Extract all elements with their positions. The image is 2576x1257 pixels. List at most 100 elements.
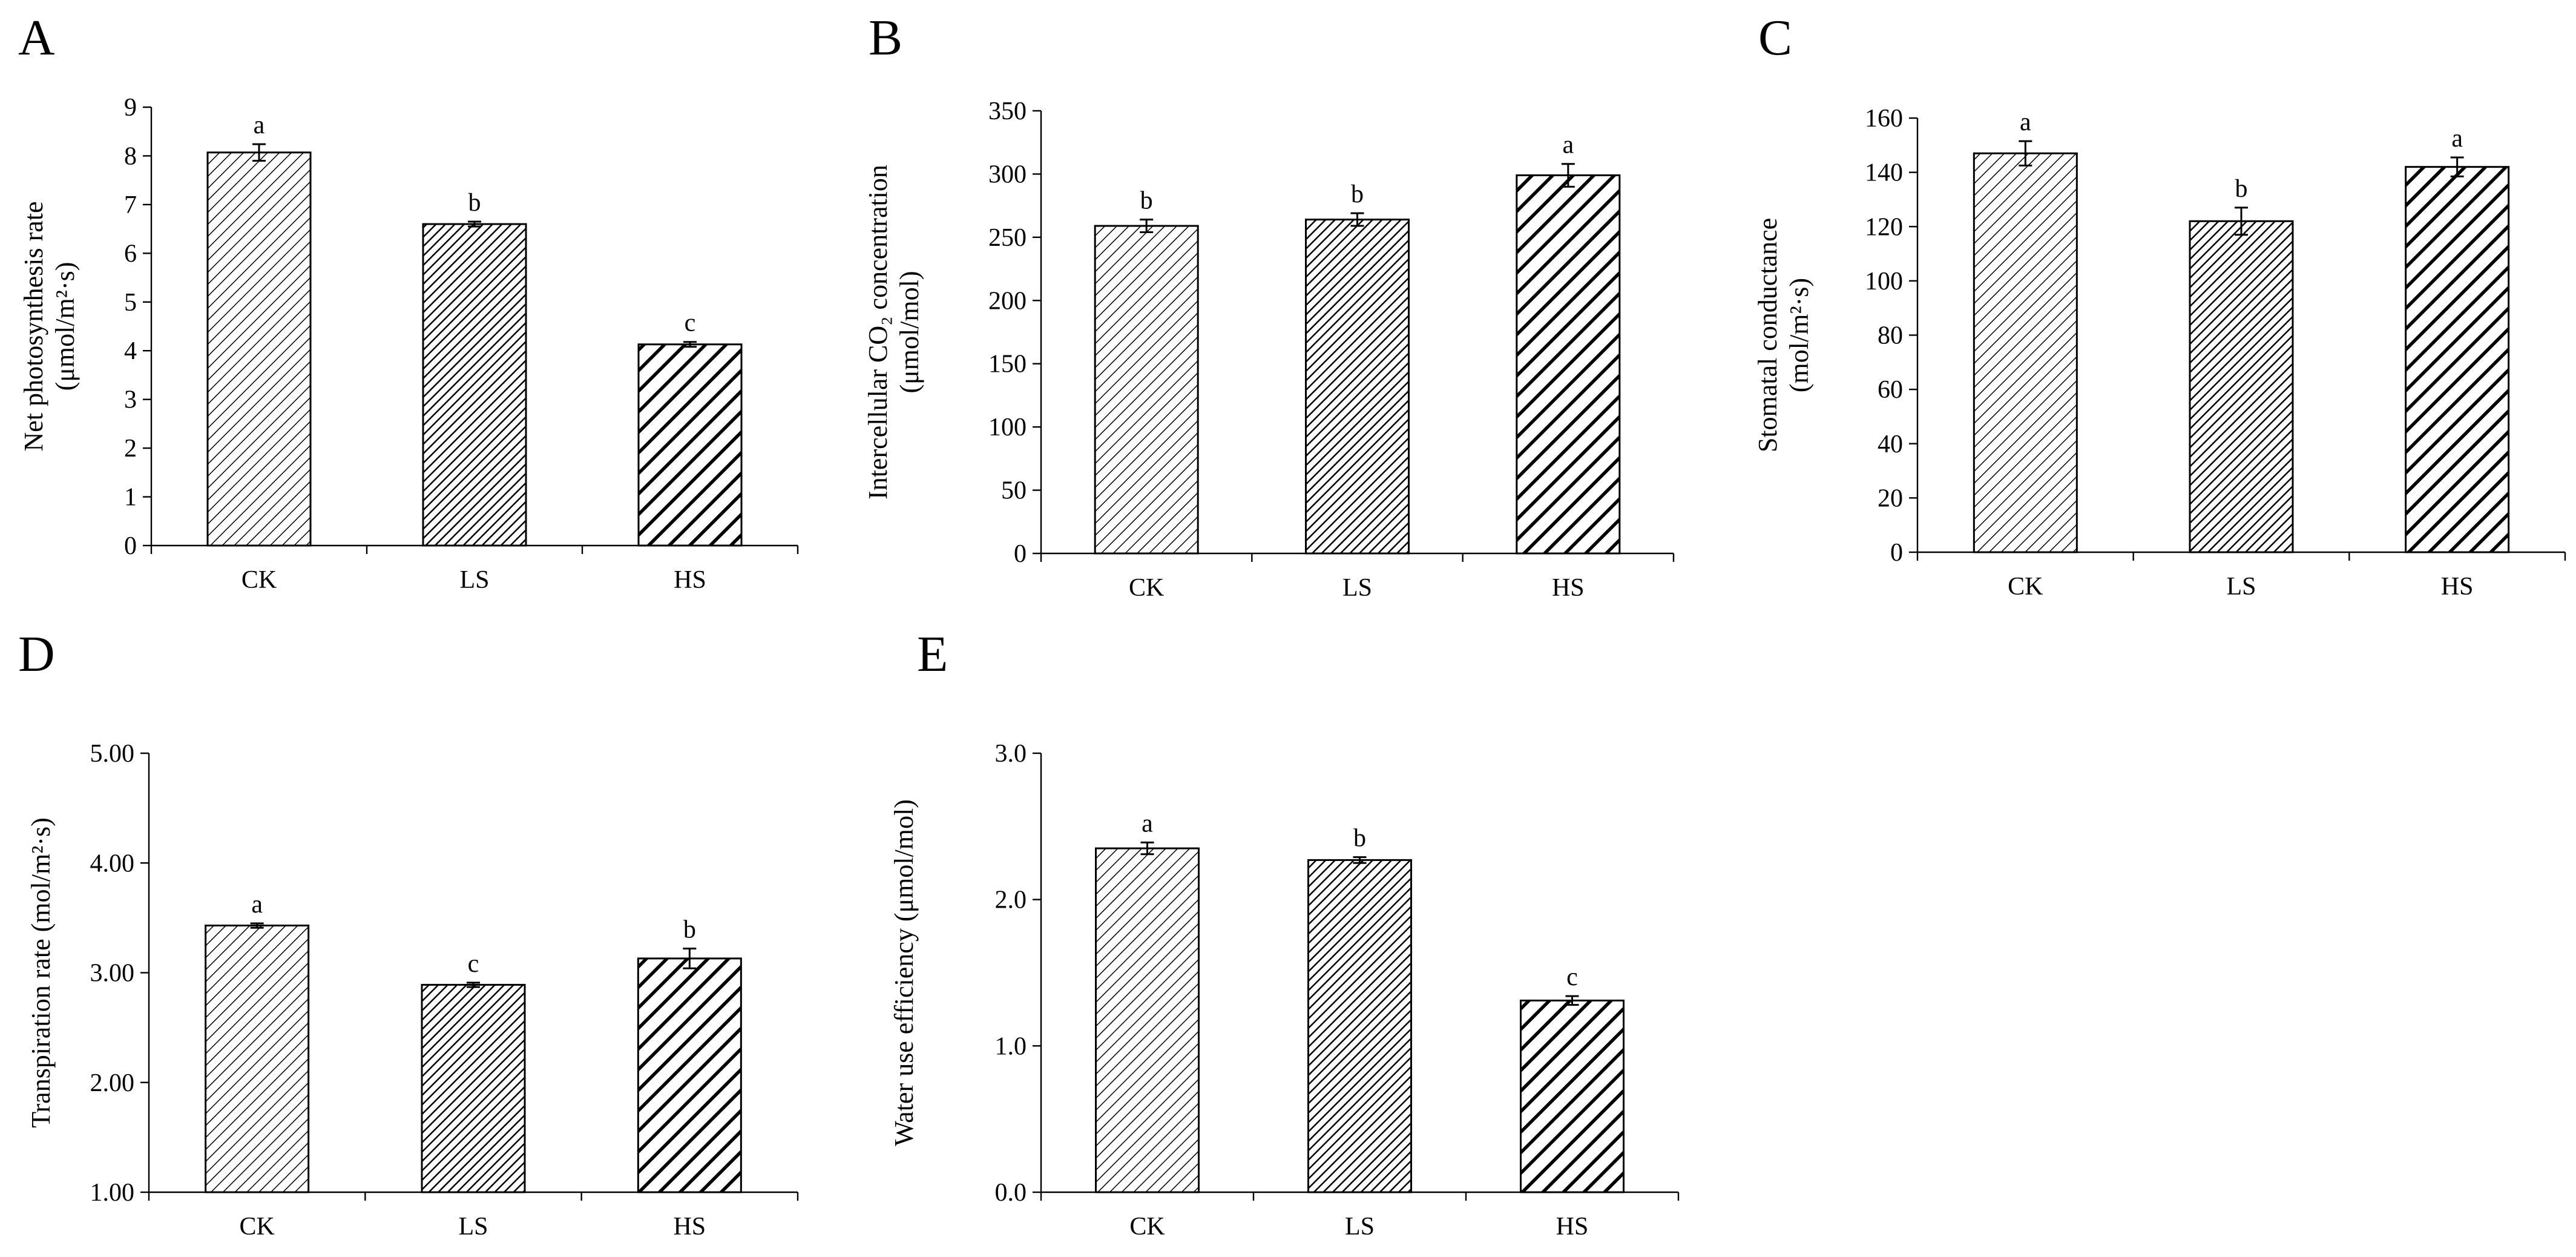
bar-a-ls — [422, 223, 527, 547]
panel-d: D 1.00 2.00 3.00 4.00 5.00 a CK c LS b HS Transpirat… — [18, 626, 799, 1241]
significance-label-b-ls: b — [1351, 180, 1364, 208]
error-bar-c-ls — [2235, 206, 2248, 236]
y-tick-label-e: 1.0 — [995, 1032, 1027, 1060]
error-bar-a-hs — [683, 341, 697, 348]
y-axis-title-c: Stomatal conductance — [1753, 218, 1782, 452]
panel-letter-d: D — [18, 626, 55, 682]
x-tick-label-d-ls: LS — [458, 1213, 488, 1241]
x-tick-label-b-ck: CK — [1129, 574, 1164, 602]
bar-d-hs — [637, 957, 742, 1193]
y-tick-label-c: 40 — [1878, 431, 1903, 458]
error-bar-d-ck — [250, 922, 264, 929]
y-tick-label-e: 3.0 — [995, 740, 1027, 768]
bar-d-ls — [421, 983, 526, 1193]
error-bar-b-ls — [1350, 212, 1364, 227]
significance-label-b-hs: a — [1563, 131, 1574, 159]
y-tick-label-c: 120 — [1865, 213, 1903, 241]
significance-label-e-ls: b — [1353, 825, 1366, 853]
y-tick-label-a: 7 — [124, 191, 137, 219]
panel-letter-e: E — [917, 626, 948, 682]
error-bar-d-hs — [683, 948, 697, 969]
y-tick-label-e: 2.0 — [995, 886, 1027, 914]
significance-label-d-ls: c — [468, 950, 479, 978]
error-bar-e-ls — [1353, 856, 1367, 864]
significance-label-e-hs: c — [1566, 963, 1578, 991]
y-tick-label-a: 6 — [124, 240, 137, 268]
significance-label-e-ck: a — [1142, 810, 1153, 837]
significance-label-d-hs: b — [683, 916, 696, 944]
x-tick-label-d-hs: HS — [673, 1213, 706, 1241]
y-tick-label-b: 350 — [988, 97, 1027, 125]
y-tick-label-a: 2 — [124, 435, 137, 463]
x-tick-label-d-ck: CK — [239, 1213, 274, 1241]
x-tick-label-c-hs: HS — [2441, 573, 2474, 601]
y-axis-title-b: (μmol/mol) — [895, 271, 924, 393]
significance-label-b-ck: b — [1140, 187, 1153, 215]
y-tick-label-a: 8 — [124, 142, 137, 170]
bar-e-hs — [1520, 999, 1625, 1193]
panel-letter-a: A — [18, 10, 55, 66]
y-tick-label-a: 1 — [124, 484, 137, 512]
y-tick-label-c: 20 — [1878, 484, 1903, 512]
y-tick-label-d: 3.00 — [90, 960, 135, 988]
y-axis-title-e: Water use efficiency (μmol/mol) — [889, 799, 919, 1146]
y-tick-label-b: 100 — [988, 414, 1027, 441]
y-tick-label-b: 250 — [988, 224, 1027, 252]
bar-b-hs — [1516, 174, 1621, 555]
bar-e-ck — [1095, 847, 1200, 1193]
y-tick-label-c: 60 — [1878, 376, 1903, 404]
y-tick-label-a: 9 — [124, 94, 137, 122]
y-tick-label-d: 1.00 — [90, 1179, 135, 1207]
y-tick-label-d: 2.00 — [90, 1069, 135, 1097]
x-tick-label-e-ck: CK — [1129, 1213, 1165, 1241]
error-bar-d-ls — [467, 982, 480, 988]
y-tick-label-b: 300 — [988, 160, 1027, 188]
significance-label-c-ls: b — [2235, 175, 2248, 203]
y-axis-title-d: Transpiration rate (mol/m²·s) — [26, 817, 56, 1128]
y-tick-label-c: 0 — [1890, 539, 1903, 567]
bar-b-ck — [1094, 225, 1199, 555]
y-tick-label-c: 100 — [1865, 268, 1903, 295]
bar-d-ck — [205, 925, 310, 1193]
y-tick-label-c: 160 — [1865, 105, 1903, 133]
error-bar-a-ck — [252, 143, 266, 162]
y-axis-title-a: Net photosynthesis rate — [19, 201, 48, 451]
error-bar-c-hs — [2450, 156, 2464, 177]
bar-e-ls — [1307, 859, 1412, 1193]
panel-letter-c: C — [1758, 10, 1792, 66]
significance-label-a-hs: c — [685, 309, 696, 337]
y-tick-label-d: 4.00 — [90, 850, 135, 877]
significance-label-c-hs: a — [2451, 125, 2463, 153]
y-axis-title-b: Intercellular CO₂ concentration — [863, 165, 893, 500]
x-tick-label-b-ls: LS — [1342, 574, 1372, 602]
y-tick-label-a: 5 — [124, 289, 137, 317]
x-tick-label-a-ck: CK — [242, 566, 277, 594]
y-tick-label-b: 150 — [988, 351, 1027, 378]
bar-a-ck — [206, 151, 312, 547]
error-bar-b-ck — [1140, 219, 1154, 234]
y-axis-title-c: (mol/m²·s) — [1784, 278, 1814, 392]
y-tick-label-a: 0 — [124, 532, 137, 560]
significance-label-a-ck: a — [254, 111, 265, 139]
y-axis-title-a: (μmol/m²·s) — [50, 262, 80, 391]
significance-label-a-ls: b — [468, 189, 481, 217]
y-tick-label-c: 140 — [1865, 159, 1903, 187]
significance-label-c-ck: a — [2020, 108, 2031, 136]
significance-label-d-ck: a — [251, 891, 263, 919]
panel-letter-b: B — [869, 10, 902, 66]
error-bar-e-ck — [1140, 841, 1154, 856]
x-tick-label-a-ls: LS — [459, 566, 489, 594]
x-tick-label-a-hs: HS — [674, 566, 706, 594]
x-tick-label-b-hs: HS — [1552, 574, 1585, 602]
y-tick-label-b: 0 — [1014, 540, 1027, 568]
y-tick-label-a: 4 — [124, 337, 137, 365]
y-tick-label-c: 80 — [1878, 322, 1903, 350]
x-tick-label-e-ls: LS — [1345, 1213, 1375, 1241]
bar-c-ck — [1973, 152, 2078, 553]
panel-e: E 0.0 1.0 2.0 3.0 a CK b LS c HS Water use efficien… — [889, 626, 1680, 1241]
panel-b: B 0 50 100 150 200 250 300 350 b CK b LS a HS Intercell… — [863, 10, 1675, 602]
x-tick-label-c-ls: LS — [2226, 573, 2256, 601]
error-bar-b-hs — [1561, 163, 1575, 188]
y-tick-label-a: 3 — [124, 386, 137, 414]
